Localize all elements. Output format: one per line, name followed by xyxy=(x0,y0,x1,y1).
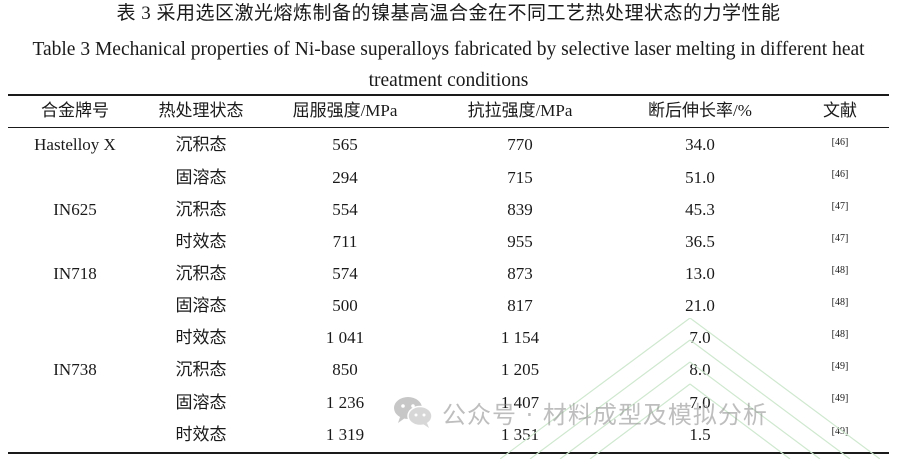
cell-reference: [49] xyxy=(831,426,849,437)
header-alloy-grade: 合金牌号 xyxy=(41,101,109,120)
cell-yield-strength: 1 319 xyxy=(325,425,365,444)
cell-reference: [49] xyxy=(831,393,849,404)
cell-tensile-strength: 955 xyxy=(507,232,533,251)
cell-elongation: 8.0 xyxy=(689,360,711,379)
cell-heat-treatment: 固溶态 xyxy=(175,393,227,412)
cell-elongation: 1.5 xyxy=(689,425,711,444)
cell-tensile-strength: 839 xyxy=(507,200,533,219)
cell-alloy: IN718 xyxy=(53,264,97,283)
cell-tensile-strength: 1 154 xyxy=(500,328,540,347)
cell-yield-strength: 850 xyxy=(332,360,358,379)
cell-tensile-strength: 1 205 xyxy=(500,360,540,379)
cell-tensile-strength: 817 xyxy=(507,296,533,315)
header-elongation: 断后伸长率/% xyxy=(648,101,752,120)
cell-yield-strength: 711 xyxy=(332,232,358,251)
cell-heat-treatment: 时效态 xyxy=(175,425,227,444)
cell-heat-treatment: 固溶态 xyxy=(175,296,227,315)
cell-alloy: IN738 xyxy=(53,360,97,379)
cell-reference: [47] xyxy=(831,201,849,212)
watermark-text: 公众号 · 材料成型及模拟分析 xyxy=(442,400,768,429)
cell-reference: [46] xyxy=(831,137,849,148)
cell-elongation: 21.0 xyxy=(685,296,715,315)
cell-yield-strength: 574 xyxy=(332,264,358,283)
cell-heat-treatment: 时效态 xyxy=(175,328,227,347)
cell-heat-treatment: 沉积态 xyxy=(175,200,227,219)
header-tensile-strength: 抗拉强度/MPa xyxy=(467,101,573,120)
cell-yield-strength: 294 xyxy=(332,168,358,187)
cell-heat-treatment: 时效态 xyxy=(175,232,227,251)
cell-yield-strength: 554 xyxy=(332,200,358,219)
table-top-rule xyxy=(8,94,889,96)
cell-heat-treatment: 沉积态 xyxy=(175,360,227,379)
cell-reference: [48] xyxy=(831,265,849,276)
cell-yield-strength: 565 xyxy=(332,135,358,154)
table-title-english: Table 3 Mechanical properties of Ni-base… xyxy=(32,39,865,91)
cell-yield-strength: 500 xyxy=(332,296,358,315)
cell-elongation: 51.0 xyxy=(685,168,715,187)
cell-tensile-strength: 770 xyxy=(507,135,533,154)
header-heat-treatment: 热处理状态 xyxy=(158,101,244,120)
cell-tensile-strength: 1 351 xyxy=(500,425,540,444)
wechat-icon xyxy=(394,397,433,428)
cell-elongation: 7.0 xyxy=(689,328,711,347)
cell-elongation: 36.5 xyxy=(685,232,715,251)
cell-tensile-strength: 873 xyxy=(507,264,533,283)
cell-tensile-strength: 715 xyxy=(507,168,533,187)
cell-reference: [48] xyxy=(831,329,849,340)
header-reference: 文献 xyxy=(823,101,857,120)
cell-heat-treatment: 固溶态 xyxy=(175,168,227,187)
cell-reference: [48] xyxy=(831,297,849,308)
cell-reference: [47] xyxy=(831,233,849,244)
cell-yield-strength: 1 236 xyxy=(325,393,365,412)
cell-tensile-strength: 1 407 xyxy=(500,393,540,412)
table-title-chinese: 表 3 采用选区激光熔炼制备的镍基高温合金在不同工艺热处理状态的力学性能 xyxy=(116,3,781,24)
cell-alloy: IN625 xyxy=(53,200,97,219)
cell-elongation: 7.0 xyxy=(689,393,711,412)
cell-heat-treatment: 沉积态 xyxy=(175,135,227,154)
cell-elongation: 13.0 xyxy=(685,264,715,283)
header-yield-strength: 屈服强度/MPa xyxy=(292,101,398,120)
cell-reference: [49] xyxy=(831,361,849,372)
cell-elongation: 34.0 xyxy=(685,135,715,154)
cell-alloy: Hastelloy X xyxy=(34,135,116,154)
cell-heat-treatment: 沉积态 xyxy=(175,264,227,283)
watermark: 公众号 · 材料成型及模拟分析 xyxy=(392,392,768,432)
cell-yield-strength: 1 041 xyxy=(325,328,365,347)
cell-elongation: 45.3 xyxy=(685,200,715,219)
table-bottom-rule xyxy=(8,452,889,454)
table-header-rule xyxy=(8,127,889,128)
cell-reference: [46] xyxy=(831,169,849,180)
